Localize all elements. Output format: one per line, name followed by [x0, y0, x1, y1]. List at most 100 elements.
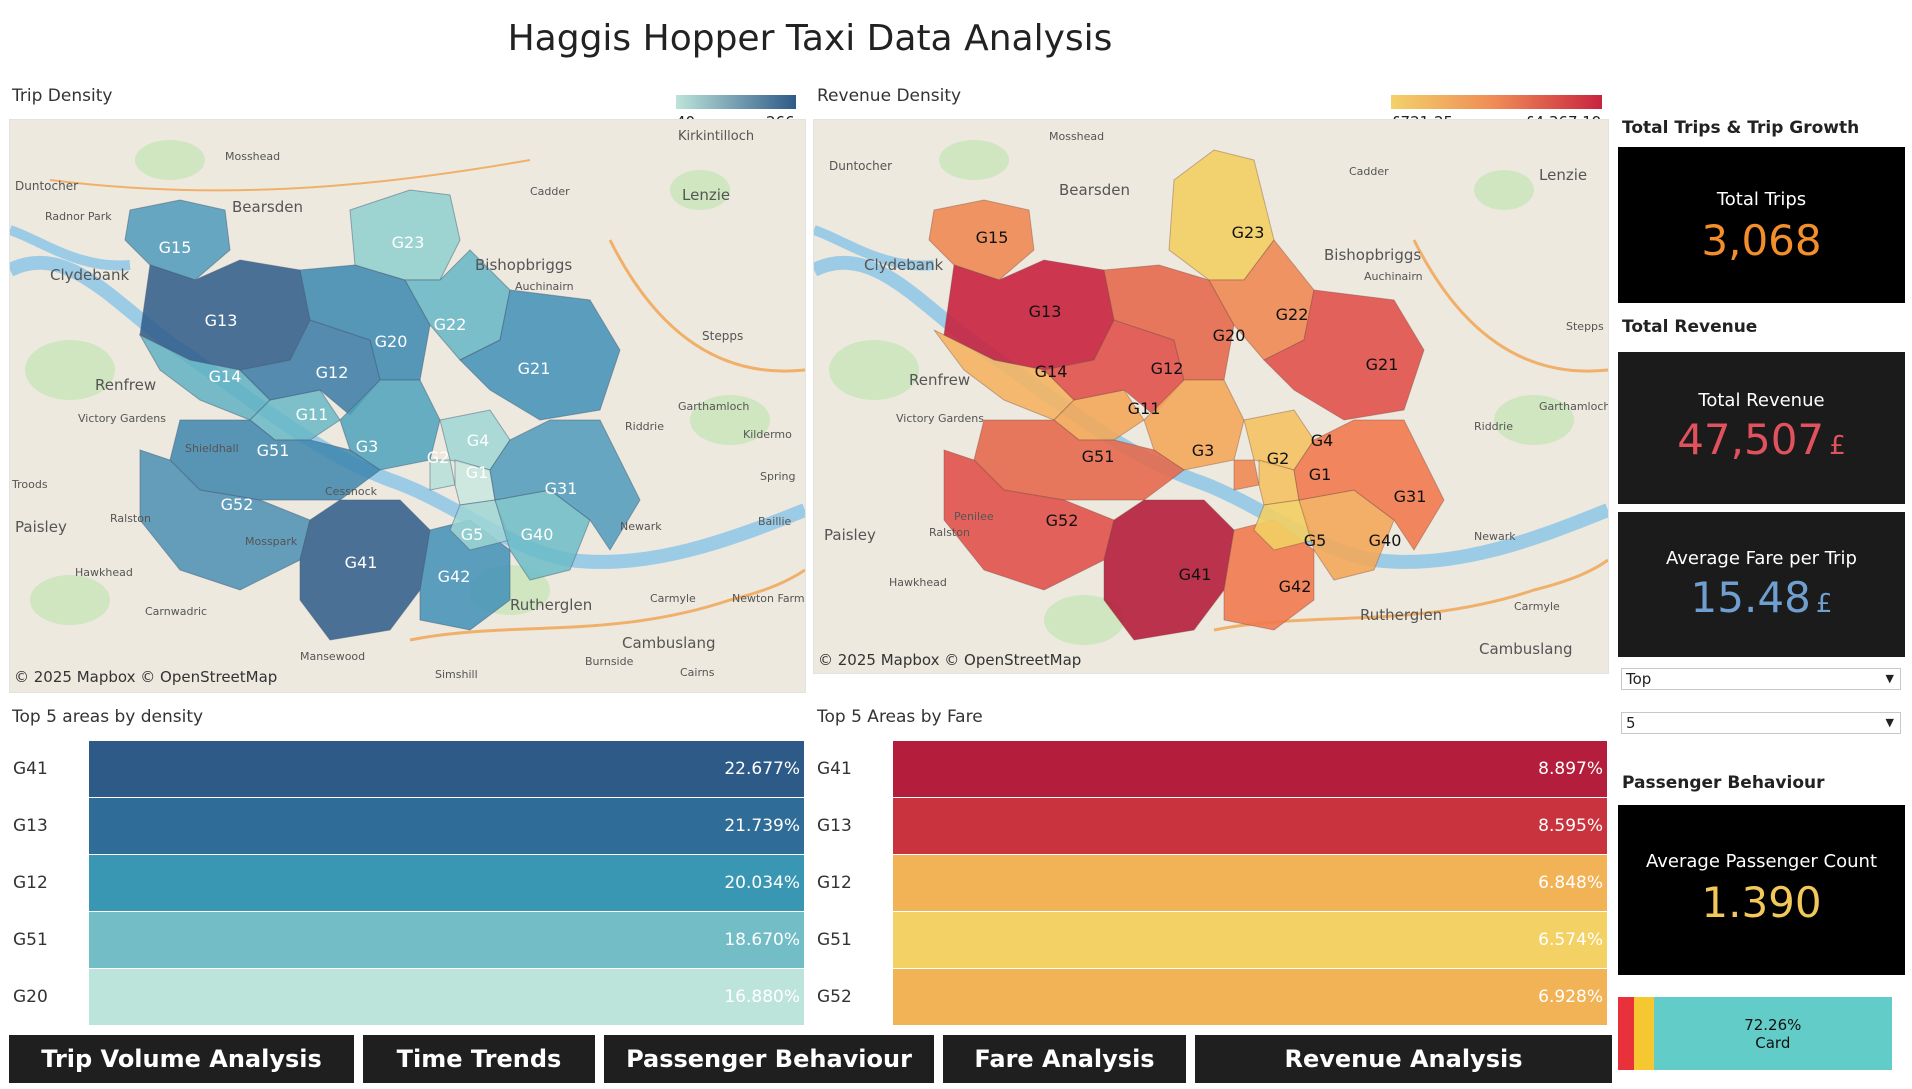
area-label-g14: G14 — [209, 367, 242, 386]
area-g5[interactable] — [449, 499, 511, 551]
place-cairns: Cairns — [680, 666, 715, 679]
area-label-g42: G42 — [438, 567, 471, 586]
area-label-g11: G11 — [1128, 399, 1161, 418]
count-select-value: 5 — [1626, 714, 1636, 732]
row-percent-value: 6.848% — [1538, 873, 1603, 893]
area-label-g22: G22 — [1276, 305, 1309, 324]
avg-fare-card[interactable]: Average Fare per Trip 15.48 £ — [1618, 512, 1905, 657]
area-label-g5: G5 — [461, 525, 484, 544]
top-bottom-select-value: Top — [1626, 670, 1652, 688]
place-troods: Troods — [11, 478, 48, 491]
area-label-g23: G23 — [392, 233, 425, 252]
payment-segment[interactable] — [1634, 997, 1654, 1070]
area-g15[interactable] — [928, 199, 1035, 281]
area-g21[interactable] — [459, 289, 621, 421]
table-row[interactable]: G13 8.595% — [813, 798, 1607, 854]
nav-fare-analysis-button[interactable]: Fare Analysis — [943, 1035, 1186, 1083]
area-label-g40: G40 — [1369, 531, 1402, 550]
place-radnor-park: Radnor Park — [45, 210, 112, 223]
place-stepps: Stepps — [702, 329, 743, 343]
place-victory-gardens: Victory Gardens — [896, 412, 984, 425]
trip-density-label: Trip Density — [12, 86, 113, 106]
area-label-g2: G2 — [427, 448, 450, 467]
area-label-g42: G42 — [1279, 577, 1312, 596]
place-garthamloch: Garthamloch — [678, 400, 749, 413]
area-label-g52: G52 — [1046, 511, 1079, 530]
area-label-g1: G1 — [466, 463, 489, 482]
place-rutherglen: Rutherglen — [510, 596, 592, 614]
area-g31[interactable] — [1293, 419, 1445, 551]
avg-fare-label: Average Fare per Trip — [1666, 548, 1857, 569]
nav-passenger-behaviour-button[interactable]: Passenger Behaviour — [604, 1035, 934, 1083]
area-g21[interactable] — [1263, 289, 1425, 421]
area-label-g13: G13 — [1029, 302, 1062, 321]
revenue-density-copyright[interactable]: © 2025 Mapbox © OpenStreetMap — [818, 651, 1082, 669]
row-area-label: G13 — [817, 816, 852, 836]
place-garthamloch: Garthamloch — [1539, 400, 1608, 413]
row-bar: 20.034% — [89, 855, 804, 911]
table-row[interactable]: G13 21.739% — [9, 798, 804, 854]
place-paisley: Paisley — [824, 526, 876, 544]
place-hawkhead: Hawkhead — [889, 576, 947, 589]
area-label-g31: G31 — [1394, 487, 1427, 506]
area-g5[interactable] — [1253, 499, 1315, 551]
area-g15[interactable] — [124, 199, 231, 281]
top-bottom-select[interactable]: Top ▼ — [1621, 668, 1901, 690]
table-row[interactable]: G12 6.848% — [813, 855, 1607, 911]
place-mansewood: Mansewood — [300, 650, 365, 663]
area-label-g52: G52 — [221, 495, 254, 514]
avg-passenger-label: Average Passenger Count — [1645, 851, 1878, 872]
payment-segment[interactable] — [1618, 997, 1635, 1070]
table-row[interactable]: G41 8.897% — [813, 741, 1607, 797]
place-victory-gardens: Victory Gardens — [78, 412, 166, 425]
place-cadder: Cadder — [1349, 165, 1389, 178]
table-row[interactable]: G20 16.880% — [9, 969, 804, 1025]
place-paisley: Paisley — [15, 518, 67, 536]
place-spring: Spring — [760, 470, 796, 483]
table-row[interactable]: G51 18.670% — [9, 912, 804, 968]
table-row[interactable]: G52 6.928% — [813, 969, 1607, 1025]
row-bar: 22.677% — [89, 741, 804, 797]
payment-type-bar[interactable]: 72.26% Card — [1618, 997, 1892, 1070]
revenue-density-legend-bar — [1391, 95, 1602, 109]
area-label-g11: G11 — [296, 405, 329, 424]
area-label-g20: G20 — [375, 332, 408, 351]
revenue-density-map[interactable]: G15 G13 G14 G11 G12 G20 G23 G22 G21 G3 G… — [813, 119, 1609, 674]
count-select[interactable]: 5 ▼ — [1621, 712, 1901, 734]
area-label-g15: G15 — [159, 238, 192, 257]
payment-segment[interactable]: 72.26% Card — [1653, 997, 1892, 1070]
table-row[interactable]: G51 6.574% — [813, 912, 1607, 968]
total-trips-card[interactable]: Total Trips 3,068 — [1618, 147, 1905, 303]
table-row[interactable]: G41 22.677% — [9, 741, 804, 797]
payment-share-label: 72.26% — [1744, 1015, 1802, 1034]
row-area-label: G41 — [817, 759, 852, 779]
place-newark: Newark — [620, 520, 662, 533]
row-percent-value: 6.928% — [1538, 987, 1603, 1007]
row-area-label: G13 — [13, 816, 48, 836]
nav-trip-volume-button[interactable]: Trip Volume Analysis — [9, 1035, 354, 1083]
trip-density-map[interactable]: G15 G13 G14 G11 G12 G20 G23 G22 G21 G3 G… — [9, 119, 806, 693]
place-cessnock: Cessnock — [325, 485, 378, 498]
nav-revenue-analysis-button[interactable]: Revenue Analysis — [1195, 1035, 1612, 1083]
avg-passenger-card[interactable]: Average Passenger Count 1.390 — [1618, 805, 1905, 975]
trip-density-copyright[interactable]: © 2025 Mapbox © OpenStreetMap — [14, 668, 278, 686]
row-percent-value: 20.034% — [724, 873, 800, 893]
top5-density-table: G41 22.677% G13 21.739% G12 20.034% G51 18.670%… — [9, 741, 804, 1025]
row-bar: 16.880% — [89, 969, 804, 1025]
area-g2[interactable] — [1233, 459, 1260, 491]
area-label-g2: G2 — [1267, 449, 1290, 468]
area-g31[interactable] — [489, 419, 641, 551]
row-area-label: G41 — [13, 759, 48, 779]
area-g41[interactable] — [1103, 499, 1235, 641]
area-label-g12: G12 — [1151, 359, 1184, 378]
payment-type-label: Card — [1755, 1033, 1791, 1052]
trips-header: Total Trips & Trip Growth — [1622, 118, 1860, 138]
area-g41[interactable] — [299, 499, 431, 641]
dashboard-title: Haggis Hopper Taxi Data Analysis — [507, 18, 1113, 59]
area-label-g23: G23 — [1232, 223, 1265, 242]
table-row[interactable]: G12 20.034% — [9, 855, 804, 911]
nav-time-trends-button[interactable]: Time Trends — [363, 1035, 595, 1083]
area-g23[interactable] — [349, 189, 461, 281]
row-percent-value: 8.595% — [1538, 816, 1603, 836]
total-revenue-card[interactable]: Total Revenue 47,507 £ — [1618, 352, 1905, 504]
